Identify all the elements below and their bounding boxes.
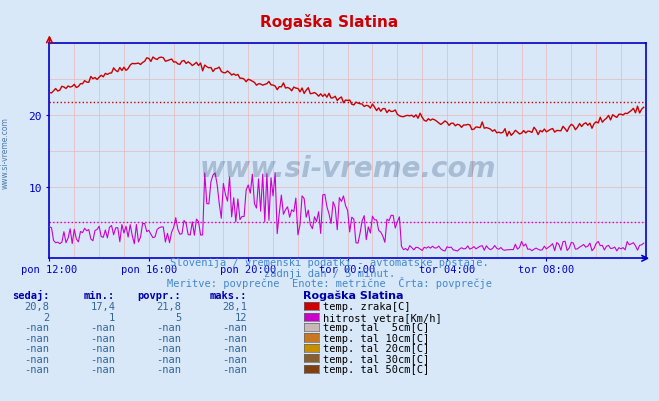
Text: 17,4: 17,4 — [90, 302, 115, 312]
Text: -nan: -nan — [222, 343, 247, 353]
Text: -nan: -nan — [24, 343, 49, 353]
Text: -nan: -nan — [90, 364, 115, 374]
Text: 12: 12 — [235, 312, 247, 322]
Text: Rogaška Slatina: Rogaška Slatina — [303, 290, 404, 301]
Text: -nan: -nan — [156, 364, 181, 374]
Text: -nan: -nan — [156, 333, 181, 343]
Text: 28,1: 28,1 — [222, 302, 247, 312]
Text: www.si-vreme.com: www.si-vreme.com — [200, 154, 496, 182]
Text: maks.:: maks.: — [210, 291, 247, 301]
Text: temp. tal 30cm[C]: temp. tal 30cm[C] — [323, 354, 429, 364]
Text: 2: 2 — [43, 312, 49, 322]
Text: 21,8: 21,8 — [156, 302, 181, 312]
Text: zadnji dan / 5 minut.: zadnji dan / 5 minut. — [264, 268, 395, 278]
Text: -nan: -nan — [222, 364, 247, 374]
Text: Meritve: povprečne  Enote: metrične  Črta: povprečje: Meritve: povprečne Enote: metrične Črta:… — [167, 276, 492, 288]
Text: -nan: -nan — [90, 354, 115, 364]
Text: 5: 5 — [175, 312, 181, 322]
Text: -nan: -nan — [222, 322, 247, 332]
Text: -nan: -nan — [24, 333, 49, 343]
Text: -nan: -nan — [156, 354, 181, 364]
Text: -nan: -nan — [156, 343, 181, 353]
Text: temp. tal  5cm[C]: temp. tal 5cm[C] — [323, 322, 429, 332]
Text: -nan: -nan — [222, 333, 247, 343]
Text: hitrost vetra[Km/h]: hitrost vetra[Km/h] — [323, 312, 442, 322]
Text: 20,8: 20,8 — [24, 302, 49, 312]
Text: min.:: min.: — [84, 291, 115, 301]
Text: -nan: -nan — [24, 364, 49, 374]
Text: -nan: -nan — [156, 322, 181, 332]
Text: temp. tal 50cm[C]: temp. tal 50cm[C] — [323, 364, 429, 374]
Text: -nan: -nan — [90, 343, 115, 353]
Text: Slovenija / vremenski podatki - avtomatske postaje.: Slovenija / vremenski podatki - avtomats… — [170, 257, 489, 267]
Text: povpr.:: povpr.: — [138, 291, 181, 301]
Text: temp. zraka[C]: temp. zraka[C] — [323, 302, 411, 312]
Text: -nan: -nan — [24, 322, 49, 332]
Text: temp. tal 20cm[C]: temp. tal 20cm[C] — [323, 343, 429, 353]
Text: www.si-vreme.com: www.si-vreme.com — [1, 117, 10, 188]
Text: -nan: -nan — [90, 333, 115, 343]
Text: -nan: -nan — [222, 354, 247, 364]
Text: 1: 1 — [109, 312, 115, 322]
Text: -nan: -nan — [90, 322, 115, 332]
Text: Rogaška Slatina: Rogaška Slatina — [260, 14, 399, 30]
Text: sedaj:: sedaj: — [12, 290, 49, 301]
Text: -nan: -nan — [24, 354, 49, 364]
Text: temp. tal 10cm[C]: temp. tal 10cm[C] — [323, 333, 429, 343]
